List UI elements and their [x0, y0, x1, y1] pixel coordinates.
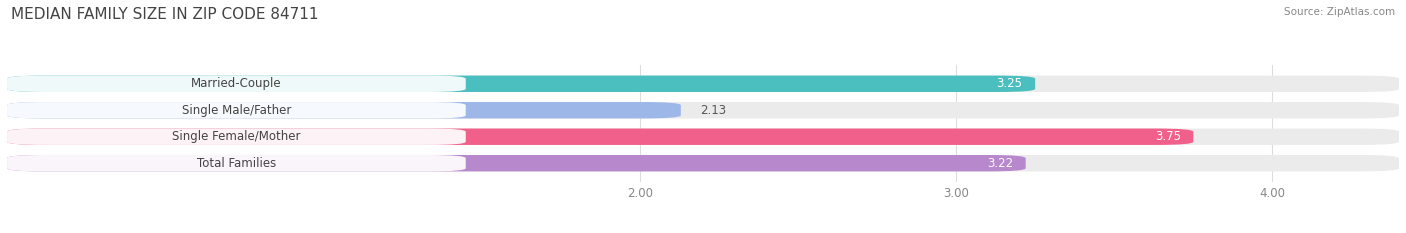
FancyBboxPatch shape — [7, 75, 1399, 92]
Text: Total Families: Total Families — [197, 157, 276, 170]
FancyBboxPatch shape — [7, 129, 1194, 145]
FancyBboxPatch shape — [7, 102, 465, 118]
Text: 2.13: 2.13 — [700, 104, 725, 117]
Text: 3.22: 3.22 — [987, 157, 1014, 170]
Text: 3.75: 3.75 — [1154, 130, 1181, 143]
FancyBboxPatch shape — [7, 155, 1026, 171]
FancyBboxPatch shape — [7, 102, 681, 118]
Text: 3.25: 3.25 — [997, 77, 1022, 90]
FancyBboxPatch shape — [7, 155, 1399, 171]
Text: Single Female/Mother: Single Female/Mother — [172, 130, 301, 143]
FancyBboxPatch shape — [7, 129, 465, 145]
FancyBboxPatch shape — [7, 75, 465, 92]
FancyBboxPatch shape — [7, 155, 465, 171]
Text: Source: ZipAtlas.com: Source: ZipAtlas.com — [1284, 7, 1395, 17]
Text: Single Male/Father: Single Male/Father — [181, 104, 291, 117]
Text: MEDIAN FAMILY SIZE IN ZIP CODE 84711: MEDIAN FAMILY SIZE IN ZIP CODE 84711 — [11, 7, 319, 22]
FancyBboxPatch shape — [7, 102, 1399, 118]
Text: Married-Couple: Married-Couple — [191, 77, 281, 90]
FancyBboxPatch shape — [7, 75, 1035, 92]
FancyBboxPatch shape — [7, 129, 1399, 145]
